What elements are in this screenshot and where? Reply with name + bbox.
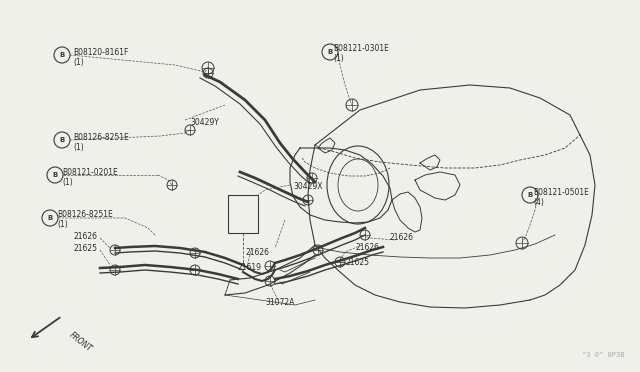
Text: B: B (527, 192, 532, 198)
Text: B08120-8161F
(1): B08120-8161F (1) (73, 48, 129, 67)
Text: 21626: 21626 (355, 243, 379, 252)
Text: B: B (47, 215, 52, 221)
Text: ^3 0^ 0P3B: ^3 0^ 0P3B (582, 352, 625, 358)
Text: 21626: 21626 (73, 232, 97, 241)
Text: B08126-8251E
(1): B08126-8251E (1) (73, 133, 129, 153)
Text: B08121-0501E
(4): B08121-0501E (4) (533, 188, 589, 208)
Text: B08126-8251E
(1): B08126-8251E (1) (57, 210, 113, 230)
Text: B: B (60, 52, 65, 58)
Text: B: B (328, 49, 333, 55)
Text: 21626: 21626 (390, 233, 414, 242)
Text: B08121-0201E
(1): B08121-0201E (1) (62, 168, 118, 187)
Text: B: B (52, 172, 58, 178)
Text: 21625: 21625 (73, 244, 97, 253)
Text: 21619: 21619 (238, 263, 262, 272)
Text: 30429X: 30429X (293, 182, 323, 191)
Text: 30429Y: 30429Y (190, 118, 219, 127)
Text: B08121-0301E
(1): B08121-0301E (1) (333, 44, 389, 63)
Bar (228, 195, 258, 233)
Text: FRONT: FRONT (68, 330, 94, 353)
Text: 31072A: 31072A (265, 298, 294, 307)
Text: 21625: 21625 (345, 258, 369, 267)
Text: B: B (60, 137, 65, 143)
Text: 21626: 21626 (245, 248, 269, 257)
